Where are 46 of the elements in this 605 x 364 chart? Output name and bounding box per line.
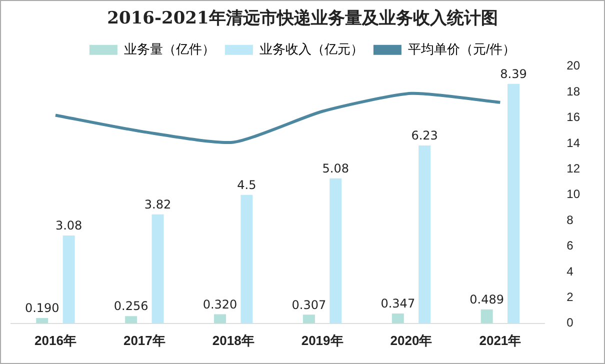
x-tick-label: 2021年 xyxy=(479,332,522,348)
bar xyxy=(125,316,138,324)
data-label: 0.347 xyxy=(380,296,416,311)
y2-tick-label: 0 xyxy=(566,316,574,330)
y2-tick-label: 6 xyxy=(566,238,574,253)
y2-tick-label: 16 xyxy=(566,110,580,124)
data-label: 5.08 xyxy=(322,161,349,176)
bar xyxy=(480,309,493,324)
bar xyxy=(330,178,342,324)
x-tick-label: 2016年 xyxy=(34,332,76,348)
y2-tick-label: 8 xyxy=(566,212,574,227)
legend-label: 业务收入（亿元） xyxy=(259,41,364,56)
y2-tick-label: 18 xyxy=(566,84,580,98)
y2-tick-label: 14 xyxy=(566,136,580,150)
bar xyxy=(418,146,431,324)
data-label: 0.307 xyxy=(292,298,326,312)
legend-label: 平均单价（元/件） xyxy=(408,41,516,56)
bar xyxy=(36,318,48,324)
chart-title: 2016-2021年清远市快递业务量及业务收入统计图 xyxy=(107,8,498,29)
data-label: 8.39 xyxy=(500,66,527,81)
data-label: 3.08 xyxy=(55,218,82,233)
y2-tick-label: 10 xyxy=(566,187,580,202)
data-label: 6.23 xyxy=(411,128,438,143)
bar xyxy=(152,214,164,324)
y2-tick-label: 12 xyxy=(566,162,580,176)
x-tick-label: 2018年 xyxy=(212,332,254,348)
bar xyxy=(62,235,75,324)
bar xyxy=(302,314,315,324)
bar xyxy=(214,314,226,324)
data-label: 3.82 xyxy=(144,197,172,212)
data-label: 4.5 xyxy=(237,178,256,192)
data-label: 0.190 xyxy=(24,301,60,316)
data-label: 0.256 xyxy=(114,299,148,314)
x-tick-label: 2020年 xyxy=(390,332,432,348)
data-label: 0.489 xyxy=(470,292,504,307)
y2-tick-label: 4 xyxy=(566,264,574,278)
bar xyxy=(508,84,520,324)
bar xyxy=(240,194,253,324)
line-series xyxy=(54,92,502,144)
bar xyxy=(392,313,404,324)
legend-label: 业务量（亿件） xyxy=(124,41,215,56)
x-tick-label: 2019年 xyxy=(301,332,344,348)
y2-tick-label: 20 xyxy=(566,58,580,73)
y2-tick-label: 2 xyxy=(566,290,574,304)
data-label: 0.320 xyxy=(202,297,238,312)
x-tick-label: 2017年 xyxy=(123,332,166,348)
